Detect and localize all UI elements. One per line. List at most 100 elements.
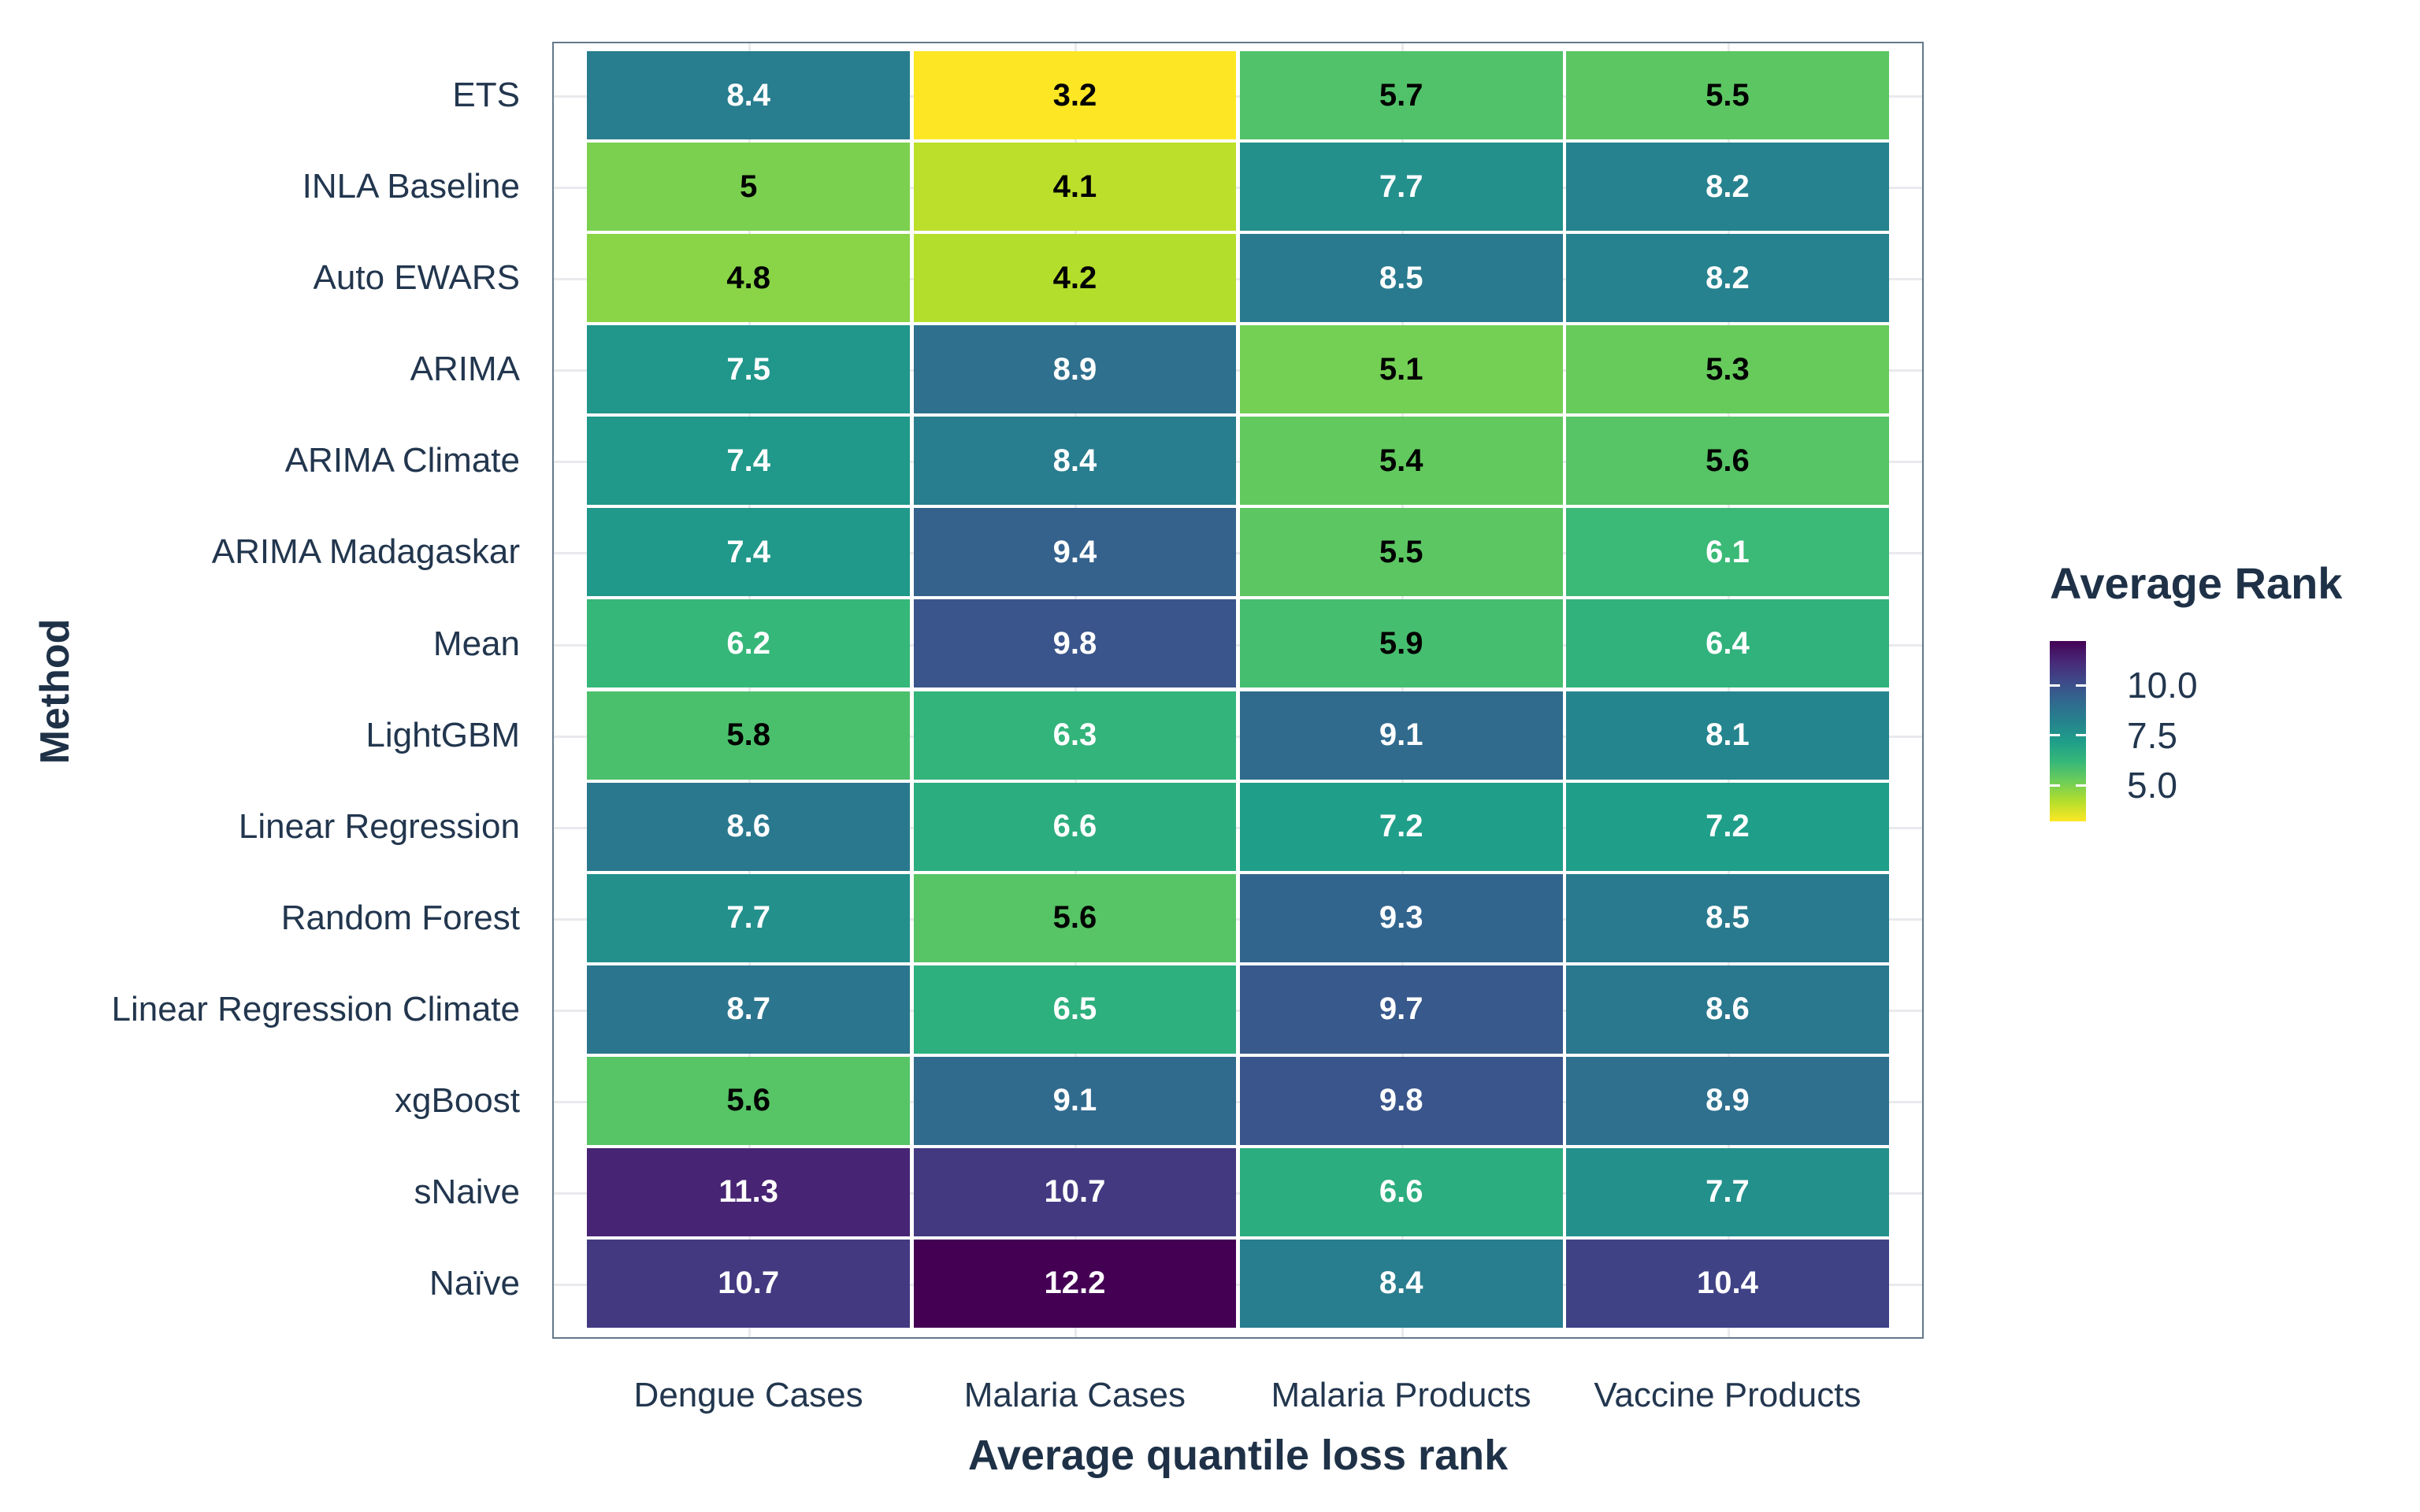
x-axis-label: Vaccine Products	[1594, 1376, 1861, 1414]
heatmap-cell: 6.5	[913, 965, 1237, 1054]
gridline-horizontal	[554, 187, 1922, 190]
heatmap-cell: 9.8	[913, 599, 1237, 688]
heatmap-cell: 9.8	[1239, 1056, 1563, 1145]
heatmap-cell: 8.5	[1566, 873, 1889, 962]
heatmap-cell: 8.4	[913, 417, 1237, 506]
x-axis-label: Malaria Cases	[963, 1376, 1186, 1414]
heatmap-cell: 12.2	[913, 1239, 1237, 1328]
heatmap-cell: 6.3	[913, 691, 1237, 780]
heatmap-cell: 10.7	[913, 1147, 1237, 1236]
heatmap-cell: 7.4	[587, 417, 911, 506]
heatmap-cell: 3.2	[913, 51, 1237, 140]
heatmap-cell: 9.1	[913, 1056, 1237, 1145]
x-axis-title: Average quantile loss rank	[967, 1432, 1509, 1479]
gridline-vertical	[748, 43, 752, 1337]
heatmap-cell: 9.7	[1239, 965, 1563, 1054]
heatmap-cell: 8.6	[1566, 965, 1889, 1054]
heatmap-cell: 8.6	[587, 782, 911, 871]
legend-tick-label: 10.0	[2127, 665, 2198, 706]
heatmap-cell: 8.4	[587, 51, 911, 140]
heatmap-cell: 11.3	[587, 1147, 911, 1236]
gridline-horizontal	[554, 1284, 1922, 1286]
heatmap-cell: 7.2	[1239, 782, 1563, 871]
heatmap-cell: 5.6	[1566, 417, 1889, 506]
y-axis-label: ARIMA Madagaskar	[211, 532, 520, 572]
gridline-horizontal	[554, 917, 1922, 921]
y-axis-label: ARIMA Climate	[284, 441, 520, 480]
heatmap-cell: 9.4	[913, 508, 1237, 597]
gridline-horizontal	[554, 552, 1922, 555]
legend-tick-mark	[2076, 684, 2086, 687]
heatmap-cell: 7.7	[587, 873, 911, 962]
heatmap-cell: 7.7	[1566, 1147, 1889, 1236]
y-axis-label: INLA Baseline	[302, 167, 520, 206]
legend-tick-mark	[2076, 734, 2086, 737]
gridline-horizontal	[554, 95, 1922, 98]
gridline-horizontal	[554, 643, 1922, 647]
y-axis-label: Linear Regression	[238, 806, 520, 846]
gridline-horizontal	[554, 826, 1922, 829]
heatmap-cell: 5.8	[587, 691, 911, 780]
gridline-vertical	[1401, 43, 1404, 1337]
heatmap-cell: 8.1	[1566, 691, 1889, 780]
y-axis-label: Mean	[432, 624, 520, 663]
heatmap-cell: 7.5	[587, 325, 911, 414]
heatmap-cell: 5.4	[1239, 417, 1563, 506]
y-axis-label: Auto EWARS	[313, 258, 520, 298]
heatmap-cell: 6.4	[1566, 599, 1889, 688]
heatmap-cell: 9.3	[1239, 873, 1563, 962]
heatmap-cell: 5	[587, 143, 911, 232]
heatmap-cell: 4.2	[913, 234, 1237, 323]
gridline-horizontal	[554, 1009, 1922, 1012]
heatmap-cell: 8.4	[1239, 1239, 1563, 1328]
gridline-horizontal	[554, 278, 1922, 281]
y-axis-label: Random Forest	[280, 898, 520, 937]
y-axis-label: ETS	[452, 76, 520, 114]
legend-tick-mark	[2050, 684, 2060, 687]
gridline-vertical	[1075, 43, 1078, 1337]
heatmap-cell: 5.6	[913, 873, 1237, 962]
y-axis-label: ARIMA	[410, 350, 520, 389]
heatmap-cell: 7.7	[1239, 143, 1563, 232]
heatmap-cell: 6.6	[913, 782, 1237, 871]
y-axis-label: LightGBM	[366, 715, 520, 754]
legend-tick-mark	[2050, 784, 2060, 787]
heatmap-cell: 5.6	[587, 1056, 911, 1145]
gridline-vertical	[1727, 43, 1730, 1337]
heatmap-cell: 5.5	[1239, 508, 1563, 597]
heatmap-cell: 6.6	[1239, 1147, 1563, 1236]
legend-title: Average Rank	[2050, 558, 2343, 608]
heatmap-cell: 8.9	[913, 325, 1237, 414]
heatmap-cell: 5.1	[1239, 325, 1563, 414]
y-axis-label: Linear Regression Climate	[111, 989, 520, 1028]
heatmap-cell: 8.2	[1566, 234, 1889, 323]
heatmap-cell: 10.7	[587, 1239, 911, 1328]
gridline-horizontal	[554, 1191, 1922, 1195]
x-axis-label: Dengue Cases	[633, 1376, 863, 1414]
legend-tick-label: 5.0	[2127, 765, 2177, 806]
gridline-horizontal	[554, 369, 1922, 372]
heatmap-cell: 8.9	[1566, 1056, 1889, 1145]
legend-tick-mark	[2050, 734, 2060, 737]
y-axis-label: xgBoost	[395, 1080, 520, 1120]
y-axis-title: Method	[32, 618, 78, 765]
gridline-horizontal	[554, 1100, 1922, 1103]
heatmap-cell: 7.4	[587, 508, 911, 597]
heatmap-cell: 8.7	[587, 965, 911, 1054]
heatmap-cell: 10.4	[1566, 1239, 1889, 1328]
heatmap-cell: 5.9	[1239, 599, 1563, 688]
heatmap-cell: 5.7	[1239, 51, 1563, 140]
heatmap-cell: 9.1	[1239, 691, 1563, 780]
heatmap-cell: 4.8	[587, 234, 911, 323]
y-axis-label: Naïve	[429, 1264, 520, 1303]
y-axis-label: sNaive	[414, 1172, 521, 1211]
x-axis-label: Malaria Products	[1271, 1376, 1531, 1414]
heatmap-cell: 4.1	[913, 143, 1237, 232]
legend-tick-mark	[2076, 784, 2086, 787]
gridline-horizontal	[554, 735, 1922, 738]
heatmap-cell: 5.5	[1566, 51, 1889, 140]
heatmap-cell: 7.2	[1566, 782, 1889, 871]
heatmap-cell: 6.2	[587, 599, 911, 688]
heatmap-cell: 5.3	[1566, 325, 1889, 414]
